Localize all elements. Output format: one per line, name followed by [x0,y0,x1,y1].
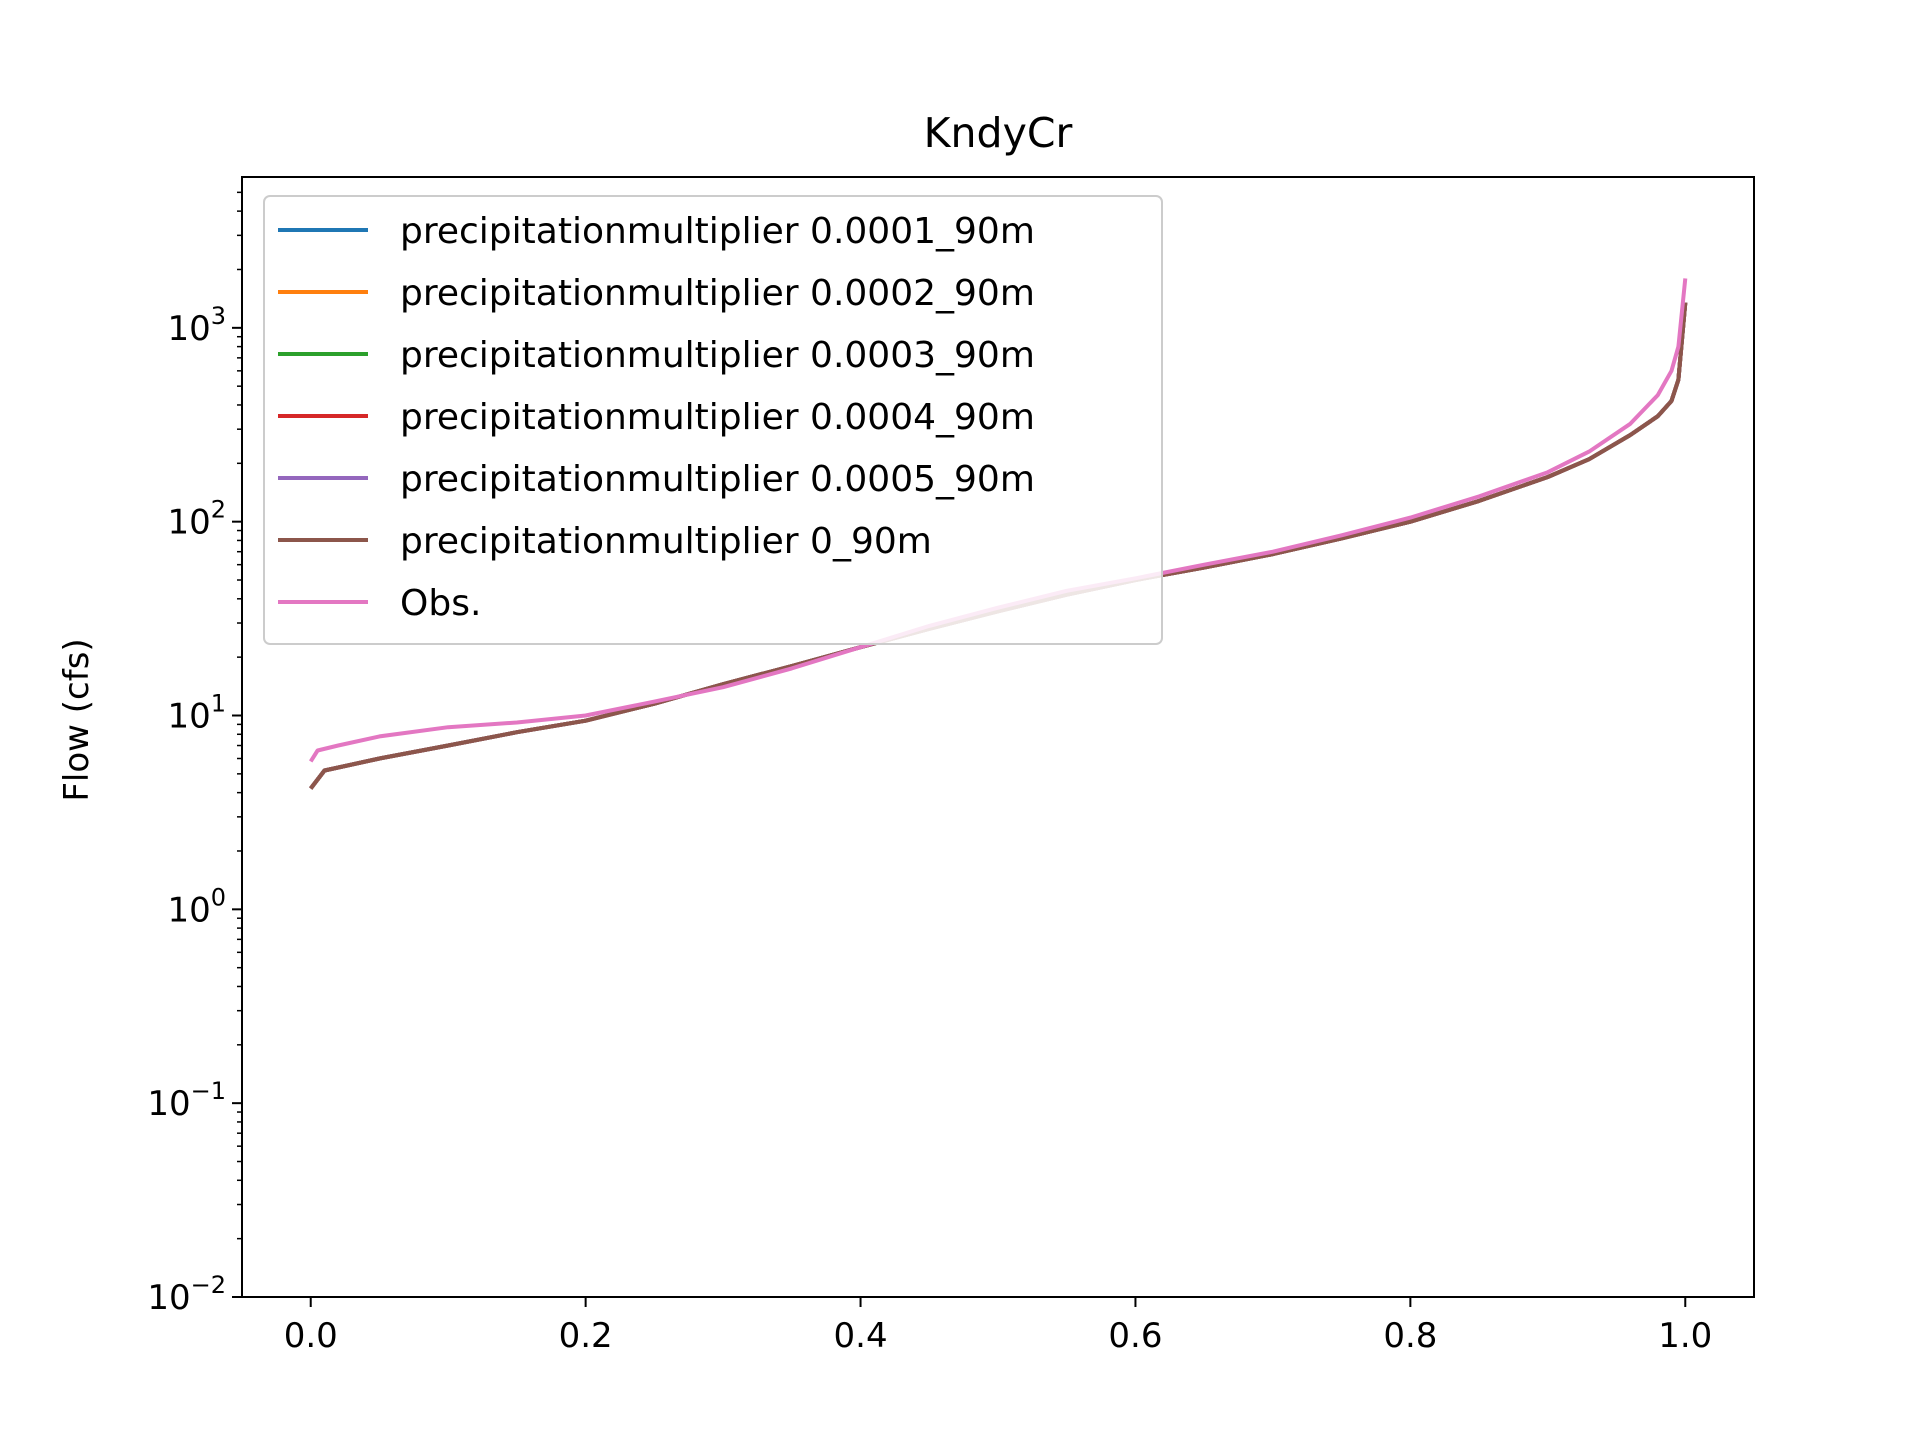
legend-entry: precipitationmultiplier 0.0002_90m [400,273,1035,314]
y-tick-label: 100 [167,883,226,930]
x-tick-label: 0.8 [1383,1316,1437,1356]
chart-title: KndyCr [924,109,1073,157]
legend-entry: precipitationmultiplier 0_90m [400,521,932,562]
legend-entry: precipitationmultiplier 0.0004_90m [400,397,1035,438]
plot-frame [241,176,1755,1298]
x-tick-label: 0.0 [284,1316,338,1356]
ticks-layer: 0.0 0.2 0.4 0.6 0.8 1.0 10−2 10−1 100 101 102 103 [147,191,1712,1356]
y-tick-label: 10−2 [147,1271,226,1318]
x-tick-label: 0.4 [834,1316,888,1356]
x-tick-label: 0.2 [559,1316,613,1356]
legend: precipitationmultiplier 0.0001_90mprecip… [263,195,1163,645]
x-tick-label: 0.6 [1108,1316,1162,1356]
legend-entry: precipitationmultiplier 0.0005_90m [400,459,1035,500]
legend-entry: precipitationmultiplier 0.0003_90m [400,335,1035,376]
legend-box [263,195,1163,645]
y-tick-label: 102 [167,496,226,543]
y-tick-label: 10−1 [147,1077,226,1124]
legend-entry: precipitationmultiplier 0.0001_90m [400,211,1035,252]
y-tick-label: 103 [167,302,226,349]
legend-entry: Obs. [400,583,481,624]
y-tick-label: 101 [167,689,226,736]
y-axis-label: Flow (cfs) [57,638,97,801]
x-tick-label: 1.0 [1658,1316,1712,1356]
